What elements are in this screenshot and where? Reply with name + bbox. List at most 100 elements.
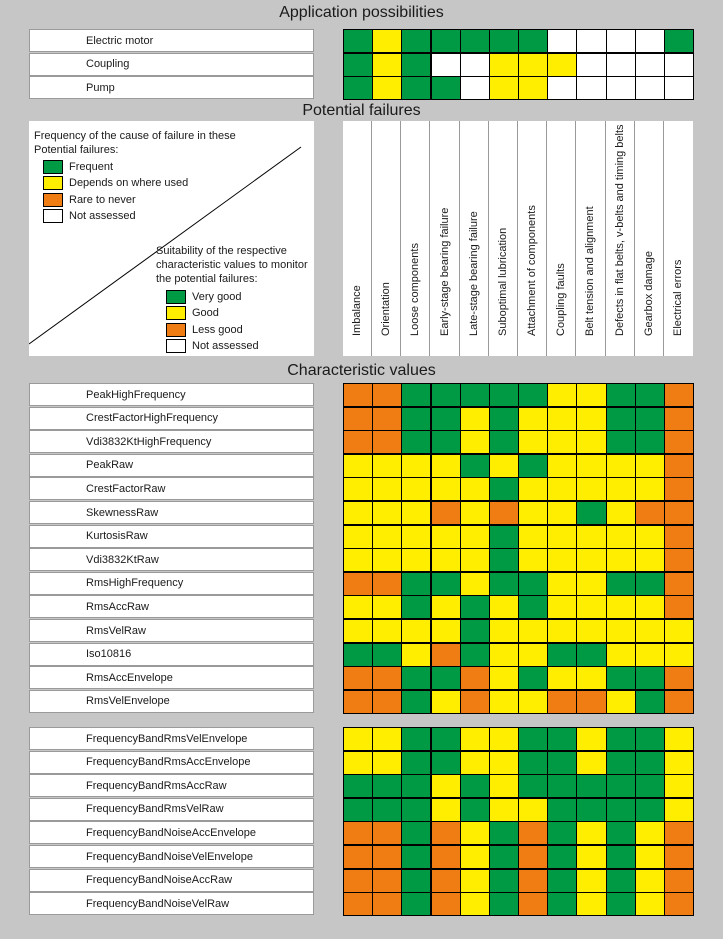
- matrix-cell: [634, 595, 665, 620]
- matrix-cell: [605, 430, 636, 455]
- matrix-cell: [430, 595, 461, 620]
- matrix-cell: [372, 750, 403, 775]
- matrix-cell: [430, 845, 461, 869]
- matrix-cell: [401, 29, 432, 53]
- matrix-cell: [634, 477, 665, 502]
- row-label: PeakHighFrequency: [29, 383, 314, 406]
- matrix-cell: [663, 524, 695, 549]
- matrix-cell: [518, 689, 549, 714]
- matrix-cell: [488, 619, 519, 643]
- row-label: Pump: [29, 76, 314, 99]
- suitability-legend-title: Suitability of the respective characteri…: [156, 245, 308, 285]
- matrix-cell: [605, 666, 636, 691]
- matrix-cell: [547, 76, 578, 100]
- matrix-cell: [430, 666, 461, 691]
- legend-swatch: [166, 290, 186, 304]
- matrix-cell: [576, 892, 607, 917]
- matrix-cell: [343, 571, 374, 596]
- matrix-cell: [605, 406, 636, 431]
- matrix-cell: [547, 689, 578, 714]
- matrix-cell: [663, 892, 695, 917]
- matrix-cell: [372, 453, 403, 478]
- matrix-cell: [343, 821, 374, 846]
- matrix-cell: [547, 453, 578, 478]
- matrix-cell: [430, 477, 461, 502]
- matrix-cell: [488, 406, 519, 431]
- matrix-cell: [401, 727, 432, 751]
- matrix-cell: [459, 453, 490, 478]
- failure-column-label: Orientation: [380, 282, 393, 336]
- failure-column-label: Defects in flat belts, v-belts and timin…: [613, 124, 626, 336]
- matrix-cell: [576, 501, 607, 525]
- matrix-cell: [663, 845, 695, 869]
- matrix-cell: [401, 868, 432, 893]
- matrix-cell: [372, 774, 403, 799]
- matrix-cell: [430, 29, 461, 53]
- failure-column-label: Suboptimal lubrication: [496, 227, 509, 336]
- matrix-cell: [372, 666, 403, 691]
- matrix-cell: [634, 52, 665, 77]
- matrix-cell: [430, 453, 461, 478]
- matrix-cell: [343, 642, 374, 667]
- matrix-cell: [547, 406, 578, 431]
- matrix-cell: [634, 821, 665, 846]
- matrix-cell: [663, 571, 695, 596]
- matrix-cell: [663, 548, 695, 573]
- matrix-cell: [459, 727, 490, 751]
- row-label: SkewnessRaw: [29, 501, 314, 524]
- characteristic-title: Characteristic values: [287, 362, 436, 379]
- matrix-cell: [343, 52, 374, 77]
- matrix-cell: [488, 453, 519, 478]
- matrix-cell: [343, 845, 374, 869]
- legend-swatch: [43, 192, 63, 207]
- failure-column: Attachment of components: [518, 121, 548, 356]
- matrix-cell: [663, 666, 695, 691]
- matrix-cell: [663, 750, 695, 775]
- matrix-cell: [343, 892, 374, 917]
- matrix-cell: [488, 477, 519, 502]
- matrix-cell: [459, 548, 490, 573]
- row-label: Coupling: [29, 52, 314, 76]
- matrix-cell: [372, 477, 403, 502]
- matrix-cell: [576, 845, 607, 869]
- matrix-cell: [605, 453, 636, 478]
- matrix-cell: [518, 868, 549, 893]
- matrix-cell: [605, 868, 636, 893]
- matrix-cell: [372, 821, 403, 846]
- matrix-cell: [663, 797, 695, 822]
- failure-column-label: Belt tension and alignment: [584, 206, 597, 336]
- matrix-cell: [430, 689, 461, 714]
- matrix-cell: [343, 430, 374, 455]
- matrix-cell: [343, 548, 374, 573]
- matrix-cell: [576, 52, 607, 77]
- matrix-cell: [430, 750, 461, 775]
- matrix-cell: [430, 383, 461, 407]
- matrix-cell: [518, 501, 549, 525]
- matrix-cell: [663, 689, 695, 714]
- matrix-cell: [459, 406, 490, 431]
- row-label: FrequencyBandRmsVelEnvelope: [29, 727, 314, 750]
- matrix-cell: [488, 524, 519, 549]
- matrix-cell: [459, 571, 490, 596]
- matrix-cell: [459, 383, 490, 407]
- frequency-legend-title: Frequency of the cause of failure in the…: [34, 130, 236, 156]
- failure-column: Late-stage bearing failure: [460, 121, 489, 356]
- failure-column: Coupling faults: [547, 121, 577, 356]
- matrix-cell: [401, 453, 432, 478]
- matrix-cell: [372, 619, 403, 643]
- matrix-cell: [372, 406, 403, 431]
- matrix-cell: [343, 524, 374, 549]
- legend-label: Frequent: [69, 161, 114, 173]
- matrix-cell: [488, 774, 519, 799]
- matrix-cell: [547, 619, 578, 643]
- matrix-cell: [401, 774, 432, 799]
- legend-label: Good: [192, 307, 219, 320]
- matrix-cell: [547, 868, 578, 893]
- matrix-cell: [430, 406, 461, 431]
- failure-column-label: Gearbox damage: [642, 251, 655, 336]
- matrix-cell: [459, 524, 490, 549]
- matrix-cell: [518, 477, 549, 502]
- matrix-cell: [605, 774, 636, 799]
- matrix-cell: [547, 383, 578, 407]
- matrix-cell: [663, 52, 695, 77]
